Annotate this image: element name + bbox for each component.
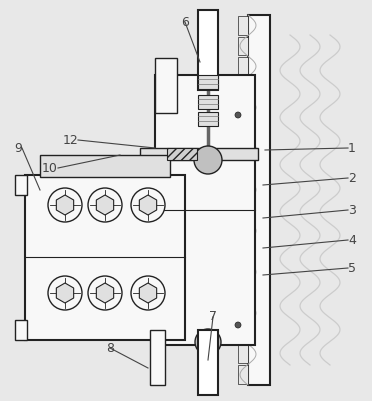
Bar (238, 263, 248, 281)
Circle shape (88, 276, 122, 310)
Bar (238, 119, 248, 137)
Bar (198, 10, 218, 90)
Polygon shape (140, 283, 157, 303)
Bar (238, 160, 248, 178)
Bar (238, 16, 248, 34)
Bar (238, 304, 248, 322)
Circle shape (131, 276, 165, 310)
Polygon shape (96, 283, 114, 303)
Text: 10: 10 (42, 162, 58, 174)
Text: 9: 9 (14, 142, 22, 154)
Bar (198, 112, 218, 126)
Bar (15, 320, 27, 340)
Circle shape (48, 276, 82, 310)
Bar (140, 148, 258, 160)
Bar (238, 283, 248, 302)
Polygon shape (167, 148, 197, 160)
Bar (155, 75, 255, 345)
Circle shape (131, 188, 165, 222)
Circle shape (235, 322, 241, 328)
Bar (248, 15, 270, 385)
Bar (238, 242, 248, 261)
Bar (198, 75, 218, 89)
Circle shape (48, 188, 82, 222)
Bar (238, 365, 248, 384)
Polygon shape (140, 195, 157, 215)
Polygon shape (56, 283, 74, 303)
Text: 4: 4 (348, 233, 356, 247)
Bar (238, 57, 248, 76)
Bar (238, 324, 248, 343)
Bar (155, 58, 177, 113)
Text: 3: 3 (348, 203, 356, 217)
Text: 7: 7 (209, 310, 217, 324)
Bar (238, 98, 248, 117)
Text: 2: 2 (348, 172, 356, 184)
Bar (15, 175, 27, 195)
Text: 1: 1 (348, 142, 356, 154)
Bar (238, 222, 248, 240)
Bar (40, 155, 170, 177)
Text: 6: 6 (181, 16, 189, 28)
Text: 12: 12 (62, 134, 78, 146)
Bar (198, 95, 218, 109)
Polygon shape (56, 195, 74, 215)
Bar (150, 330, 165, 385)
Bar (238, 36, 248, 55)
Bar (238, 180, 248, 199)
Bar (238, 345, 248, 363)
Text: 5: 5 (348, 261, 356, 275)
Circle shape (88, 188, 122, 222)
Bar (238, 78, 248, 96)
Bar (238, 201, 248, 220)
Bar (25, 175, 185, 340)
Circle shape (194, 146, 222, 174)
Text: 8: 8 (106, 342, 114, 354)
Circle shape (235, 112, 241, 118)
Circle shape (195, 329, 221, 355)
Bar (198, 330, 218, 395)
Polygon shape (96, 195, 114, 215)
Bar (238, 139, 248, 158)
